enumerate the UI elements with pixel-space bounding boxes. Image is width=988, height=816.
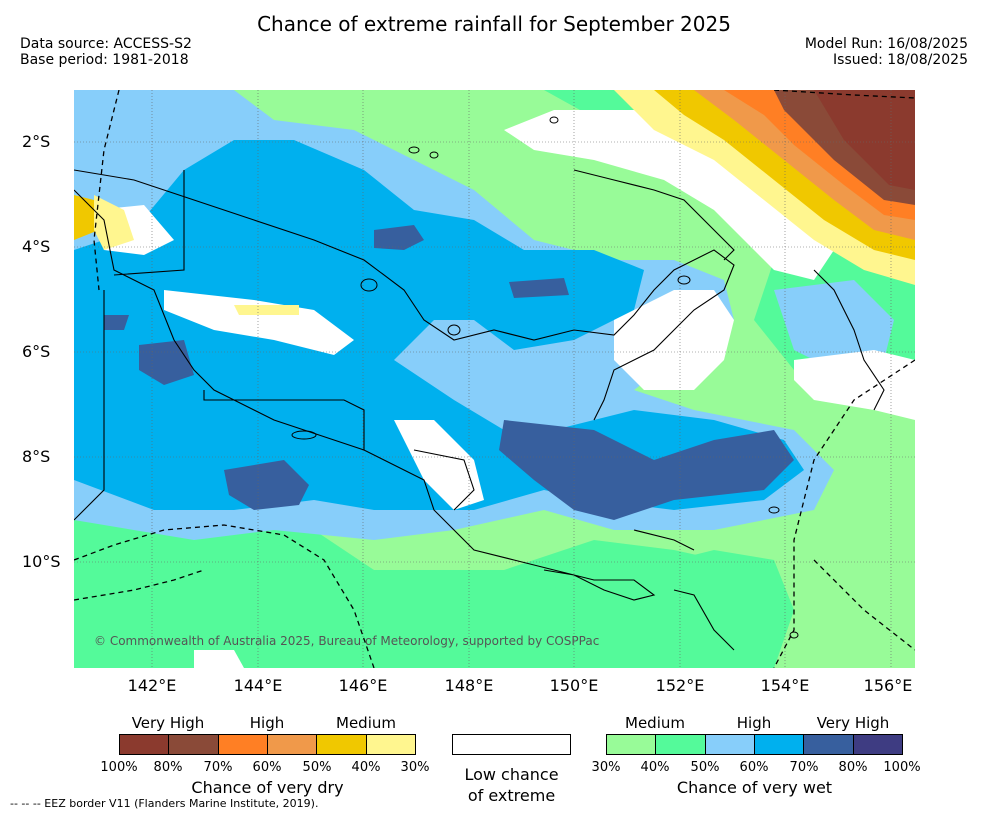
- wet-pct-40: 40%: [640, 760, 670, 775]
- wet-colorbar: [606, 734, 903, 755]
- low-chance-north: [504, 110, 834, 280]
- low-chance-centre-east: [614, 290, 734, 390]
- dry-pct-50: 50%: [302, 760, 332, 775]
- low-chance-highlands: [164, 290, 354, 355]
- low-chance-east: [794, 350, 915, 420]
- wet-70-patch-5: [499, 420, 794, 520]
- wet-swatch-50: [705, 735, 755, 754]
- wet-pct-100: 100%: [883, 760, 921, 775]
- graticule: [74, 90, 915, 668]
- wet-caption: Chance of very wet: [676, 778, 833, 797]
- dry-swatch-70: [218, 735, 268, 754]
- wet-70-patch-1: [374, 225, 424, 250]
- lat-label-8s: 8°S: [22, 447, 51, 466]
- wet-50-east: [774, 280, 894, 370]
- wet-pct-30: 30%: [591, 760, 621, 775]
- lon-label-148e: 148°E: [444, 676, 494, 695]
- low-chance-caption-line2: of extreme: [467, 786, 556, 805]
- dry-100-ne: [814, 90, 915, 190]
- low-chance-caption: Low chance of extreme: [440, 764, 583, 806]
- dry-pct-80: 80%: [153, 760, 183, 775]
- lat-label-6s: 6°S: [22, 342, 51, 361]
- lon-label-142e: 142°E: [127, 676, 177, 695]
- dry-30-small: [234, 305, 299, 315]
- lon-label-146e: 146°E: [338, 676, 388, 695]
- eez-note: -- -- -- EEZ border V11 (Flanders Marine…: [10, 797, 319, 810]
- dry-level-medium: Medium: [336, 714, 396, 732]
- copyright-text: © Commonwealth of Australia 2025, Bureau…: [94, 634, 599, 648]
- wet-swatch-60: [754, 735, 805, 754]
- lon-label-144e: 144°E: [233, 676, 283, 695]
- lat-label-10s: 10°S: [22, 552, 61, 571]
- dry-swatch-40: [366, 735, 415, 754]
- wet-70-patch-2: [509, 278, 569, 298]
- dry-swatch-60: [267, 735, 318, 754]
- dry-swatch-100: [120, 735, 170, 754]
- coastline: [74, 169, 885, 651]
- issued-date: Issued: 18/08/2025: [833, 52, 968, 68]
- lon-label-152e: 152°E: [655, 676, 705, 695]
- map-title: Chance of extreme rainfall for September…: [257, 12, 731, 36]
- base-period: Base period: 1981-2018: [20, 52, 189, 68]
- data-info: Data source: ACCESS-S2 Base period: 1981…: [20, 36, 192, 68]
- low-chance-caption-line1: Low chance: [464, 765, 559, 784]
- map-canvas: © Commonwealth of Australia 2025, Bureau…: [74, 90, 915, 668]
- lat-label-2s: 2°S: [22, 132, 51, 151]
- low-chance-swatch: [452, 734, 571, 755]
- dry-colorbar: [119, 734, 416, 755]
- lon-label-154e: 154°E: [760, 676, 810, 695]
- wet-swatch-70: [804, 735, 854, 754]
- wet-swatch-80: [853, 735, 902, 754]
- wet-pct-70: 70%: [789, 760, 819, 775]
- wet-pct-50: 50%: [690, 760, 720, 775]
- wet-level-very-high: Very High: [816, 714, 890, 732]
- dry-pct-60: 60%: [252, 760, 282, 775]
- wet-swatch-40: [656, 735, 706, 754]
- dry-caption: Chance of very dry: [191, 778, 344, 797]
- lon-label-156e: 156°E: [863, 676, 913, 695]
- wet-pct-80: 80%: [838, 760, 868, 775]
- dry-swatch-50: [317, 735, 367, 754]
- dry-level-high: High: [249, 714, 285, 732]
- run-info: Model Run: 16/08/2025 Issued: 18/08/2025: [805, 36, 968, 68]
- low-chance-cape: [194, 650, 244, 668]
- dry-pct-100: 100%: [100, 760, 138, 775]
- eez-border: [74, 90, 915, 668]
- dry-level-very-high: Very High: [131, 714, 205, 732]
- lat-label-4s: 4°S: [22, 237, 51, 256]
- wet-pct-60: 60%: [739, 760, 769, 775]
- dry-30-west: [94, 195, 134, 250]
- data-source: Data source: ACCESS-S2: [20, 36, 192, 52]
- dry-swatch-80: [169, 735, 219, 754]
- rainfall-map[interactable]: © Commonwealth of Australia 2025, Bureau…: [74, 90, 915, 668]
- wet-70-patch-6: [224, 460, 309, 510]
- dry-pct-40: 40%: [351, 760, 381, 775]
- dry-40-west: [74, 195, 99, 240]
- wet-40-south: [74, 510, 794, 668]
- wet-70-patch-4: [104, 315, 129, 330]
- dry-pct-70: 70%: [203, 760, 233, 775]
- wet-level-medium: Medium: [625, 714, 685, 732]
- wet-swatch-30: [607, 735, 657, 754]
- wet-70-patch-3: [139, 340, 194, 385]
- dry-pct-30: 30%: [400, 760, 430, 775]
- wet-60-zone: [74, 140, 804, 510]
- model-run: Model Run: 16/08/2025: [804, 36, 968, 52]
- islands: [291, 116, 799, 639]
- lon-label-150e: 150°E: [549, 676, 599, 695]
- low-chance-south-coast: [394, 420, 484, 510]
- wet-level-high: High: [736, 714, 772, 732]
